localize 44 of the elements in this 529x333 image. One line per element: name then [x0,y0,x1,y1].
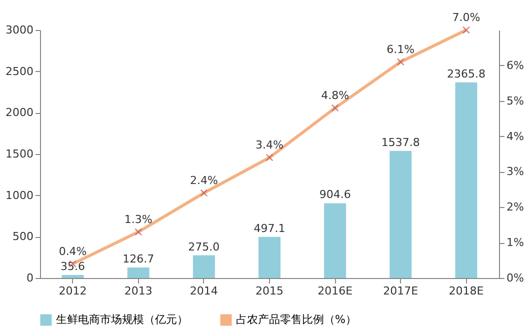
x-tick-label: 2016E [318,284,353,298]
data-label: 7.0% [452,11,480,24]
y-tick-label: 3000 [6,24,34,36]
bar [62,275,84,278]
data-label: 2365.8 [446,67,486,80]
data-label: 6.1% [386,42,415,56]
data-label: 35.6 [60,260,86,274]
data-label: 497.1 [254,222,286,235]
data-label: 1537.8 [381,136,420,149]
legend-label: 占农产品零售比例（%） [236,313,356,326]
data-label: 0.4% [58,244,87,258]
bar [324,203,346,278]
y-tick-label: 1000 [6,188,34,202]
x-tick-label: 2018E [448,284,484,298]
legend-label: 生鲜电商市场规模（亿元） [56,313,188,326]
y-tick-label: 500 [12,230,34,244]
y2-tick-label: 4% [506,130,524,143]
data-label: 2.4% [190,174,218,187]
x-tick-label: 2013 [124,284,152,298]
data-label: 126.7 [122,252,154,266]
y-tick-label: 2500 [6,64,34,78]
y-tick-label: 2000 [6,106,34,120]
data-label: 275.0 [188,240,220,254]
y2-tick-label: 0% [506,272,524,284]
bar [192,255,215,278]
x-tick-label: 2017E [383,284,418,298]
data-label: 3.4% [256,138,284,152]
x-tick-label: 2014 [190,284,218,298]
y2-tick-label: 3% [506,165,524,178]
y-tick-label: 1500 [6,148,34,160]
y2-tick-label: 5% [506,94,524,108]
y2-tick-label: 1% [506,236,524,250]
bar [455,82,478,278]
y2-tick-label: 2% [506,200,524,214]
y2-tick-label: 6% [506,58,524,72]
data-label: 4.8% [321,88,350,102]
bar [390,150,412,278]
data-label: 904.6 [319,188,351,202]
bar [127,268,150,278]
y-tick-label: 0 [26,272,34,284]
x-tick-label: 2015 [256,284,284,298]
data-label: 1.3% [124,212,152,226]
bar [258,236,280,278]
x-tick-label: 2012 [58,284,87,298]
